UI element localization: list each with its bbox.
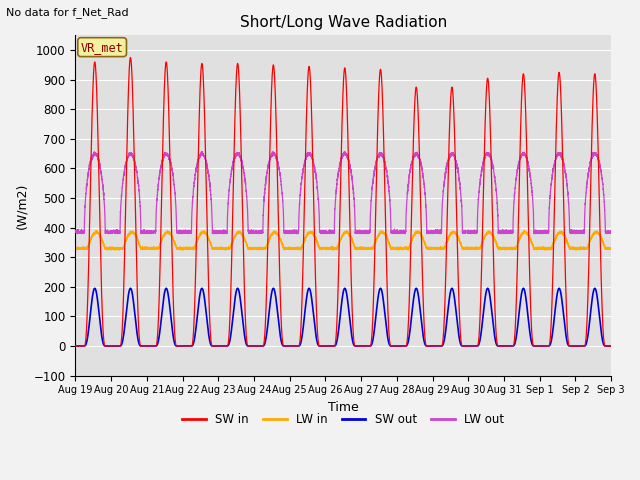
Text: No data for f_Net_Rad: No data for f_Net_Rad [6,7,129,18]
Title: Short/Long Wave Radiation: Short/Long Wave Radiation [239,15,447,30]
Text: VR_met: VR_met [81,41,124,54]
X-axis label: Time: Time [328,401,358,414]
Y-axis label: (W/m2): (W/m2) [15,182,28,228]
Legend: SW in, LW in, SW out, LW out: SW in, LW in, SW out, LW out [177,408,509,431]
